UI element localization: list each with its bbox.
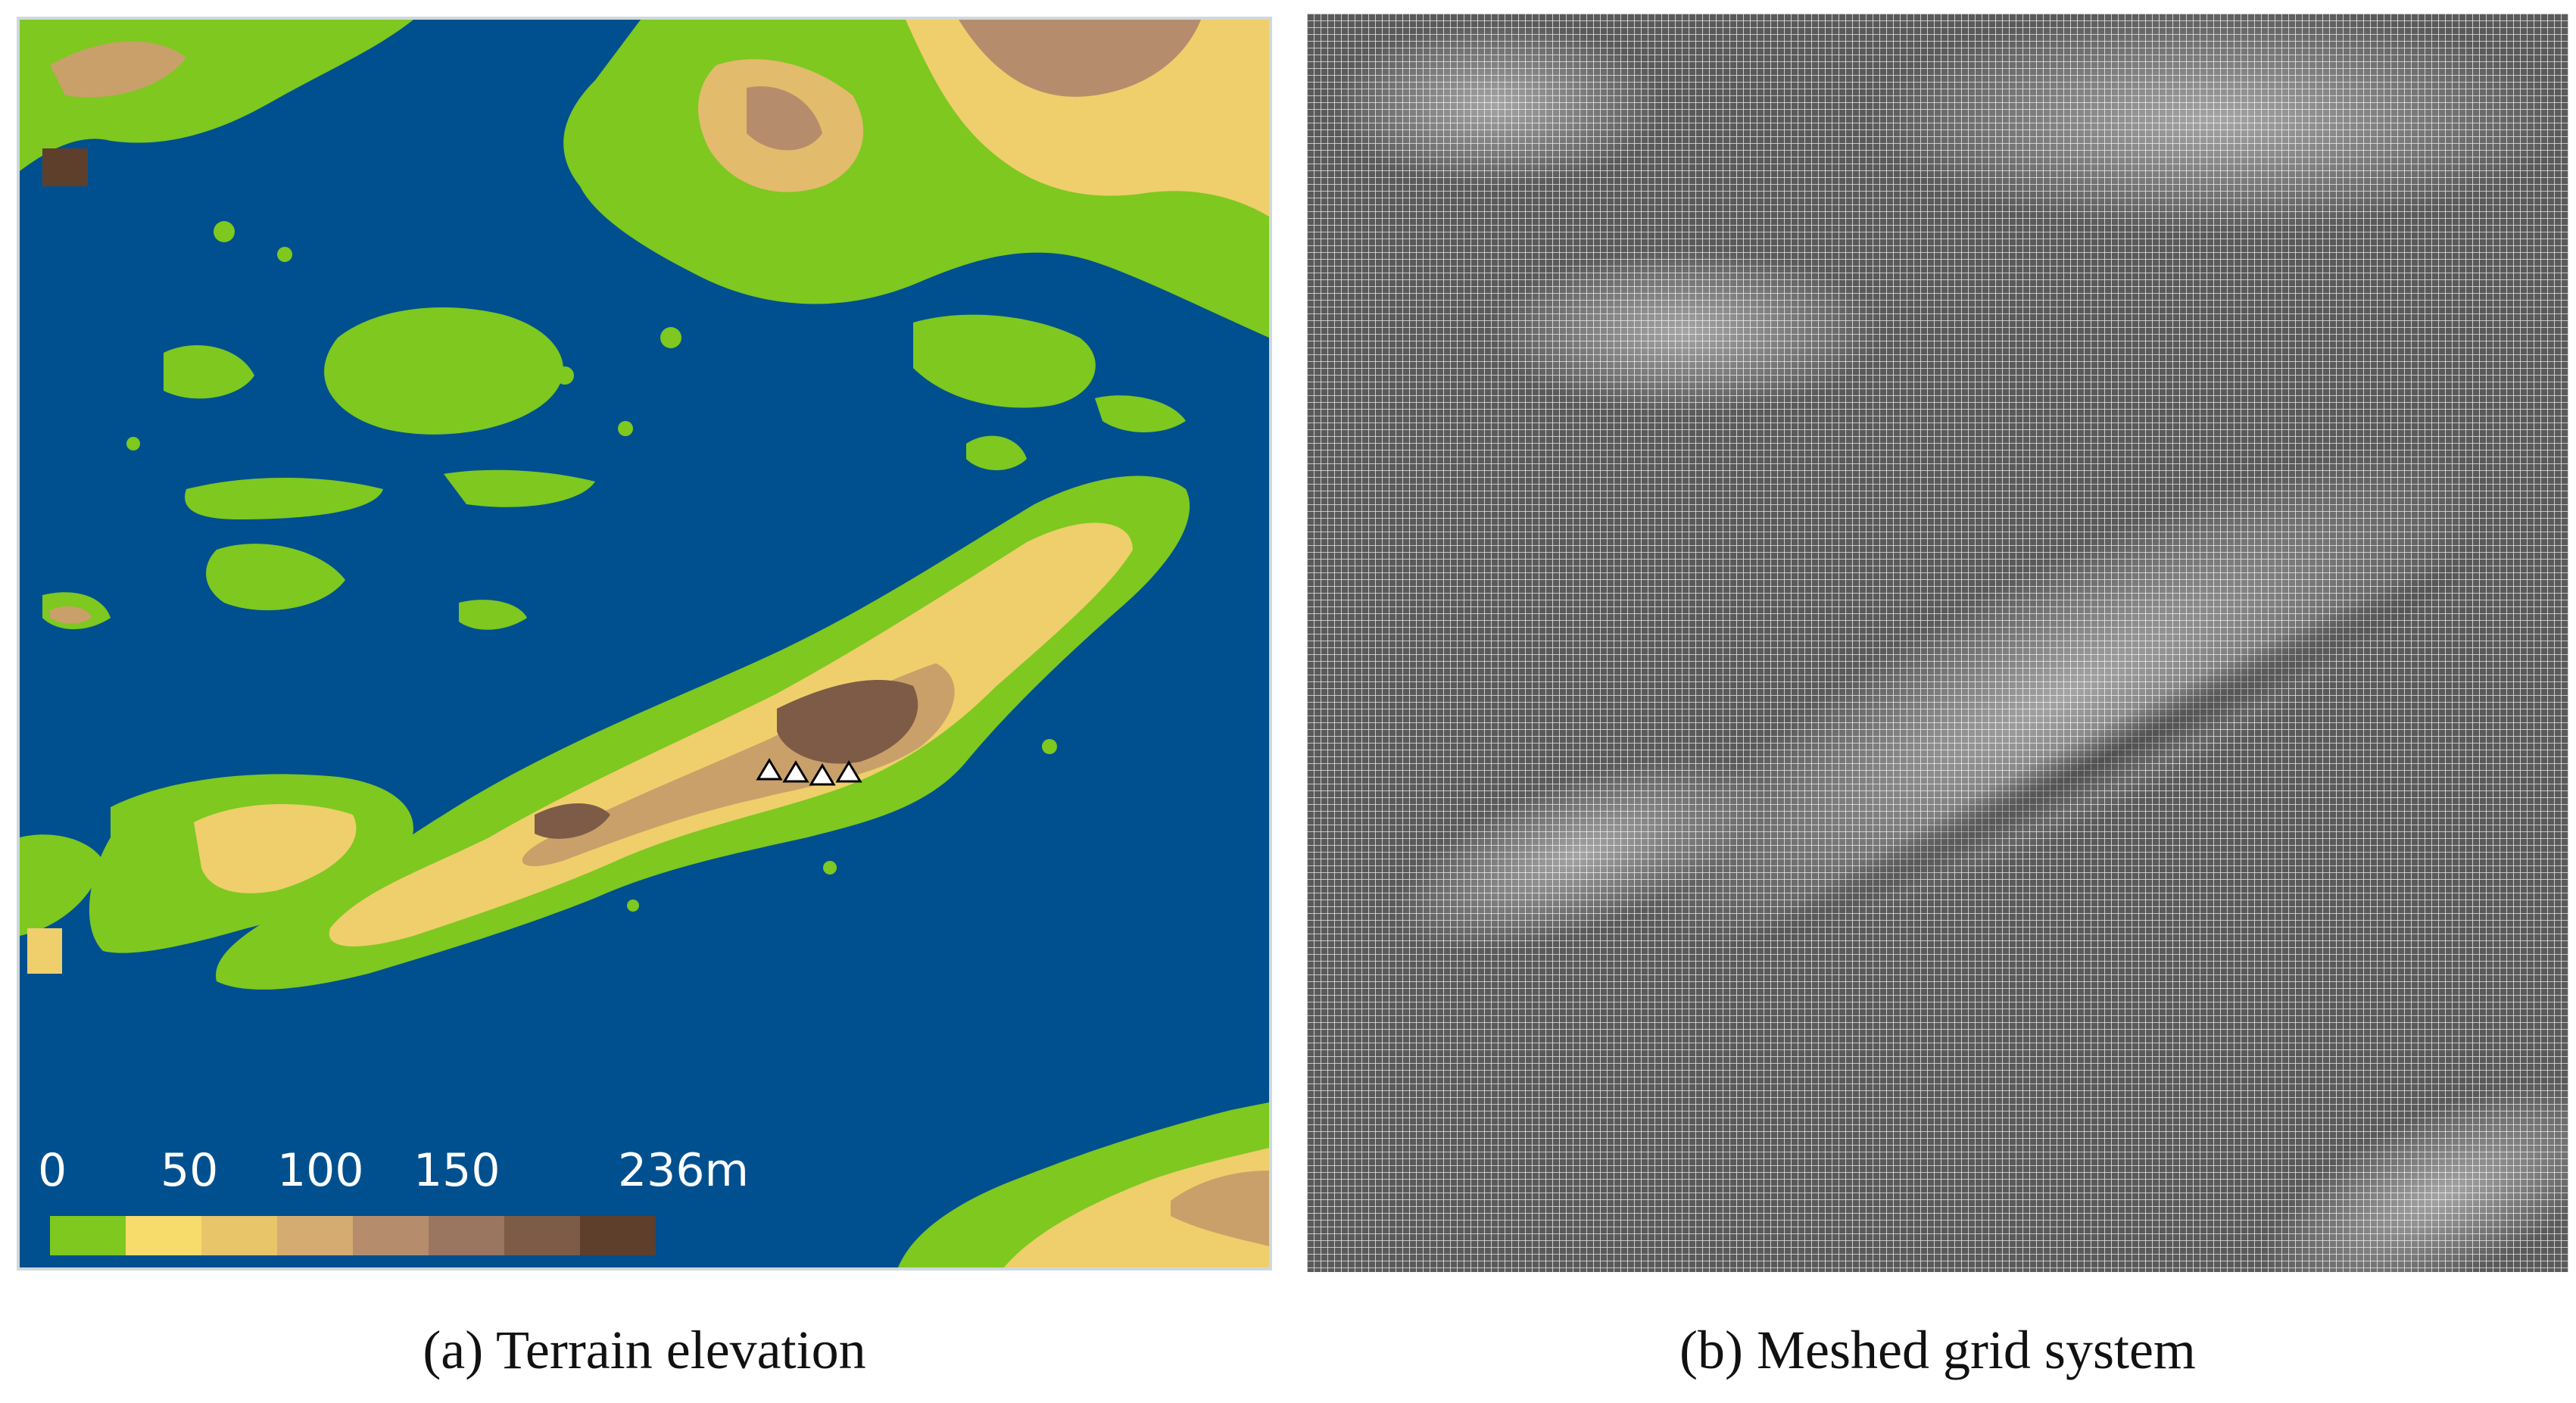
islet <box>823 861 837 875</box>
color-swatch <box>429 1216 504 1255</box>
islet <box>660 327 681 348</box>
meshed-grid-image <box>1307 14 2568 1272</box>
main-ridge-peak <box>777 679 918 764</box>
island-mid-j <box>1095 395 1186 432</box>
island-mid-c <box>913 314 1096 408</box>
legend-tick: 0 <box>38 1144 67 1197</box>
hill-top-right-a-high <box>747 86 822 151</box>
color-swatch <box>353 1216 429 1255</box>
grid-refined-region <box>1489 248 1882 415</box>
main-ridge-peak-west <box>535 803 610 839</box>
color-swatch <box>201 1216 277 1255</box>
hill-top-left <box>50 41 186 98</box>
legend-tick: 50 <box>161 1144 219 1197</box>
color-swatch <box>504 1216 580 1255</box>
islet <box>277 247 292 262</box>
peak-top-left <box>42 148 88 186</box>
hill-top-right-b <box>906 20 1269 217</box>
color-swatch <box>126 1216 201 1255</box>
island-mid-h <box>459 600 527 630</box>
caption-terrain-elevation: (a) Terrain elevation <box>423 1320 866 1380</box>
islet-brown <box>50 606 92 624</box>
island-mid-i <box>966 435 1027 470</box>
caption-meshed-grid: (b) Meshed grid system <box>1679 1320 2196 1380</box>
grid-refined-region <box>1330 21 1663 188</box>
islet <box>126 437 140 451</box>
triangle-marker-icon <box>756 758 862 786</box>
hill-top-right-b-high <box>959 20 1201 97</box>
island-mid-b <box>164 345 254 399</box>
grid-refined-region <box>1392 756 1767 952</box>
grid-refined-region <box>1867 14 2564 233</box>
grid-ridge-shadow <box>1735 554 2484 957</box>
land-bottom-right-low <box>1004 1148 1269 1267</box>
islet <box>1042 739 1057 754</box>
legend-tick: 100 <box>277 1144 364 1197</box>
grid-refined-region <box>2260 1082 2568 1272</box>
color-swatch <box>277 1216 353 1255</box>
island-lower-left-low <box>194 804 357 893</box>
legend-tick: 236m <box>618 1144 749 1197</box>
grid-refined-region <box>1645 447 2484 943</box>
legend-tick-labels: 0 50 100 150 236m <box>20 1140 749 1201</box>
islet <box>627 899 639 912</box>
grid-mesh <box>1307 14 2568 1272</box>
islet <box>214 221 235 242</box>
islet <box>618 421 633 436</box>
legend-tick: 150 <box>413 1144 501 1197</box>
island-far-left <box>20 834 103 936</box>
terrain-map-image <box>20 20 1269 1267</box>
elevation-color-scale <box>50 1216 656 1255</box>
main-ridge-low <box>329 522 1133 946</box>
terrain-elevation-map: 0 50 100 150 236m <box>17 17 1272 1270</box>
islet <box>556 366 574 385</box>
island-mid-f <box>444 469 595 507</box>
island-far-left-low <box>27 928 62 974</box>
land-bottom-right-mid <box>1171 1171 1269 1246</box>
color-swatch <box>50 1216 126 1255</box>
island-mid-d <box>185 478 383 519</box>
island-mid-a <box>324 307 563 435</box>
color-swatch <box>580 1216 656 1255</box>
island-mid-e <box>206 544 345 610</box>
